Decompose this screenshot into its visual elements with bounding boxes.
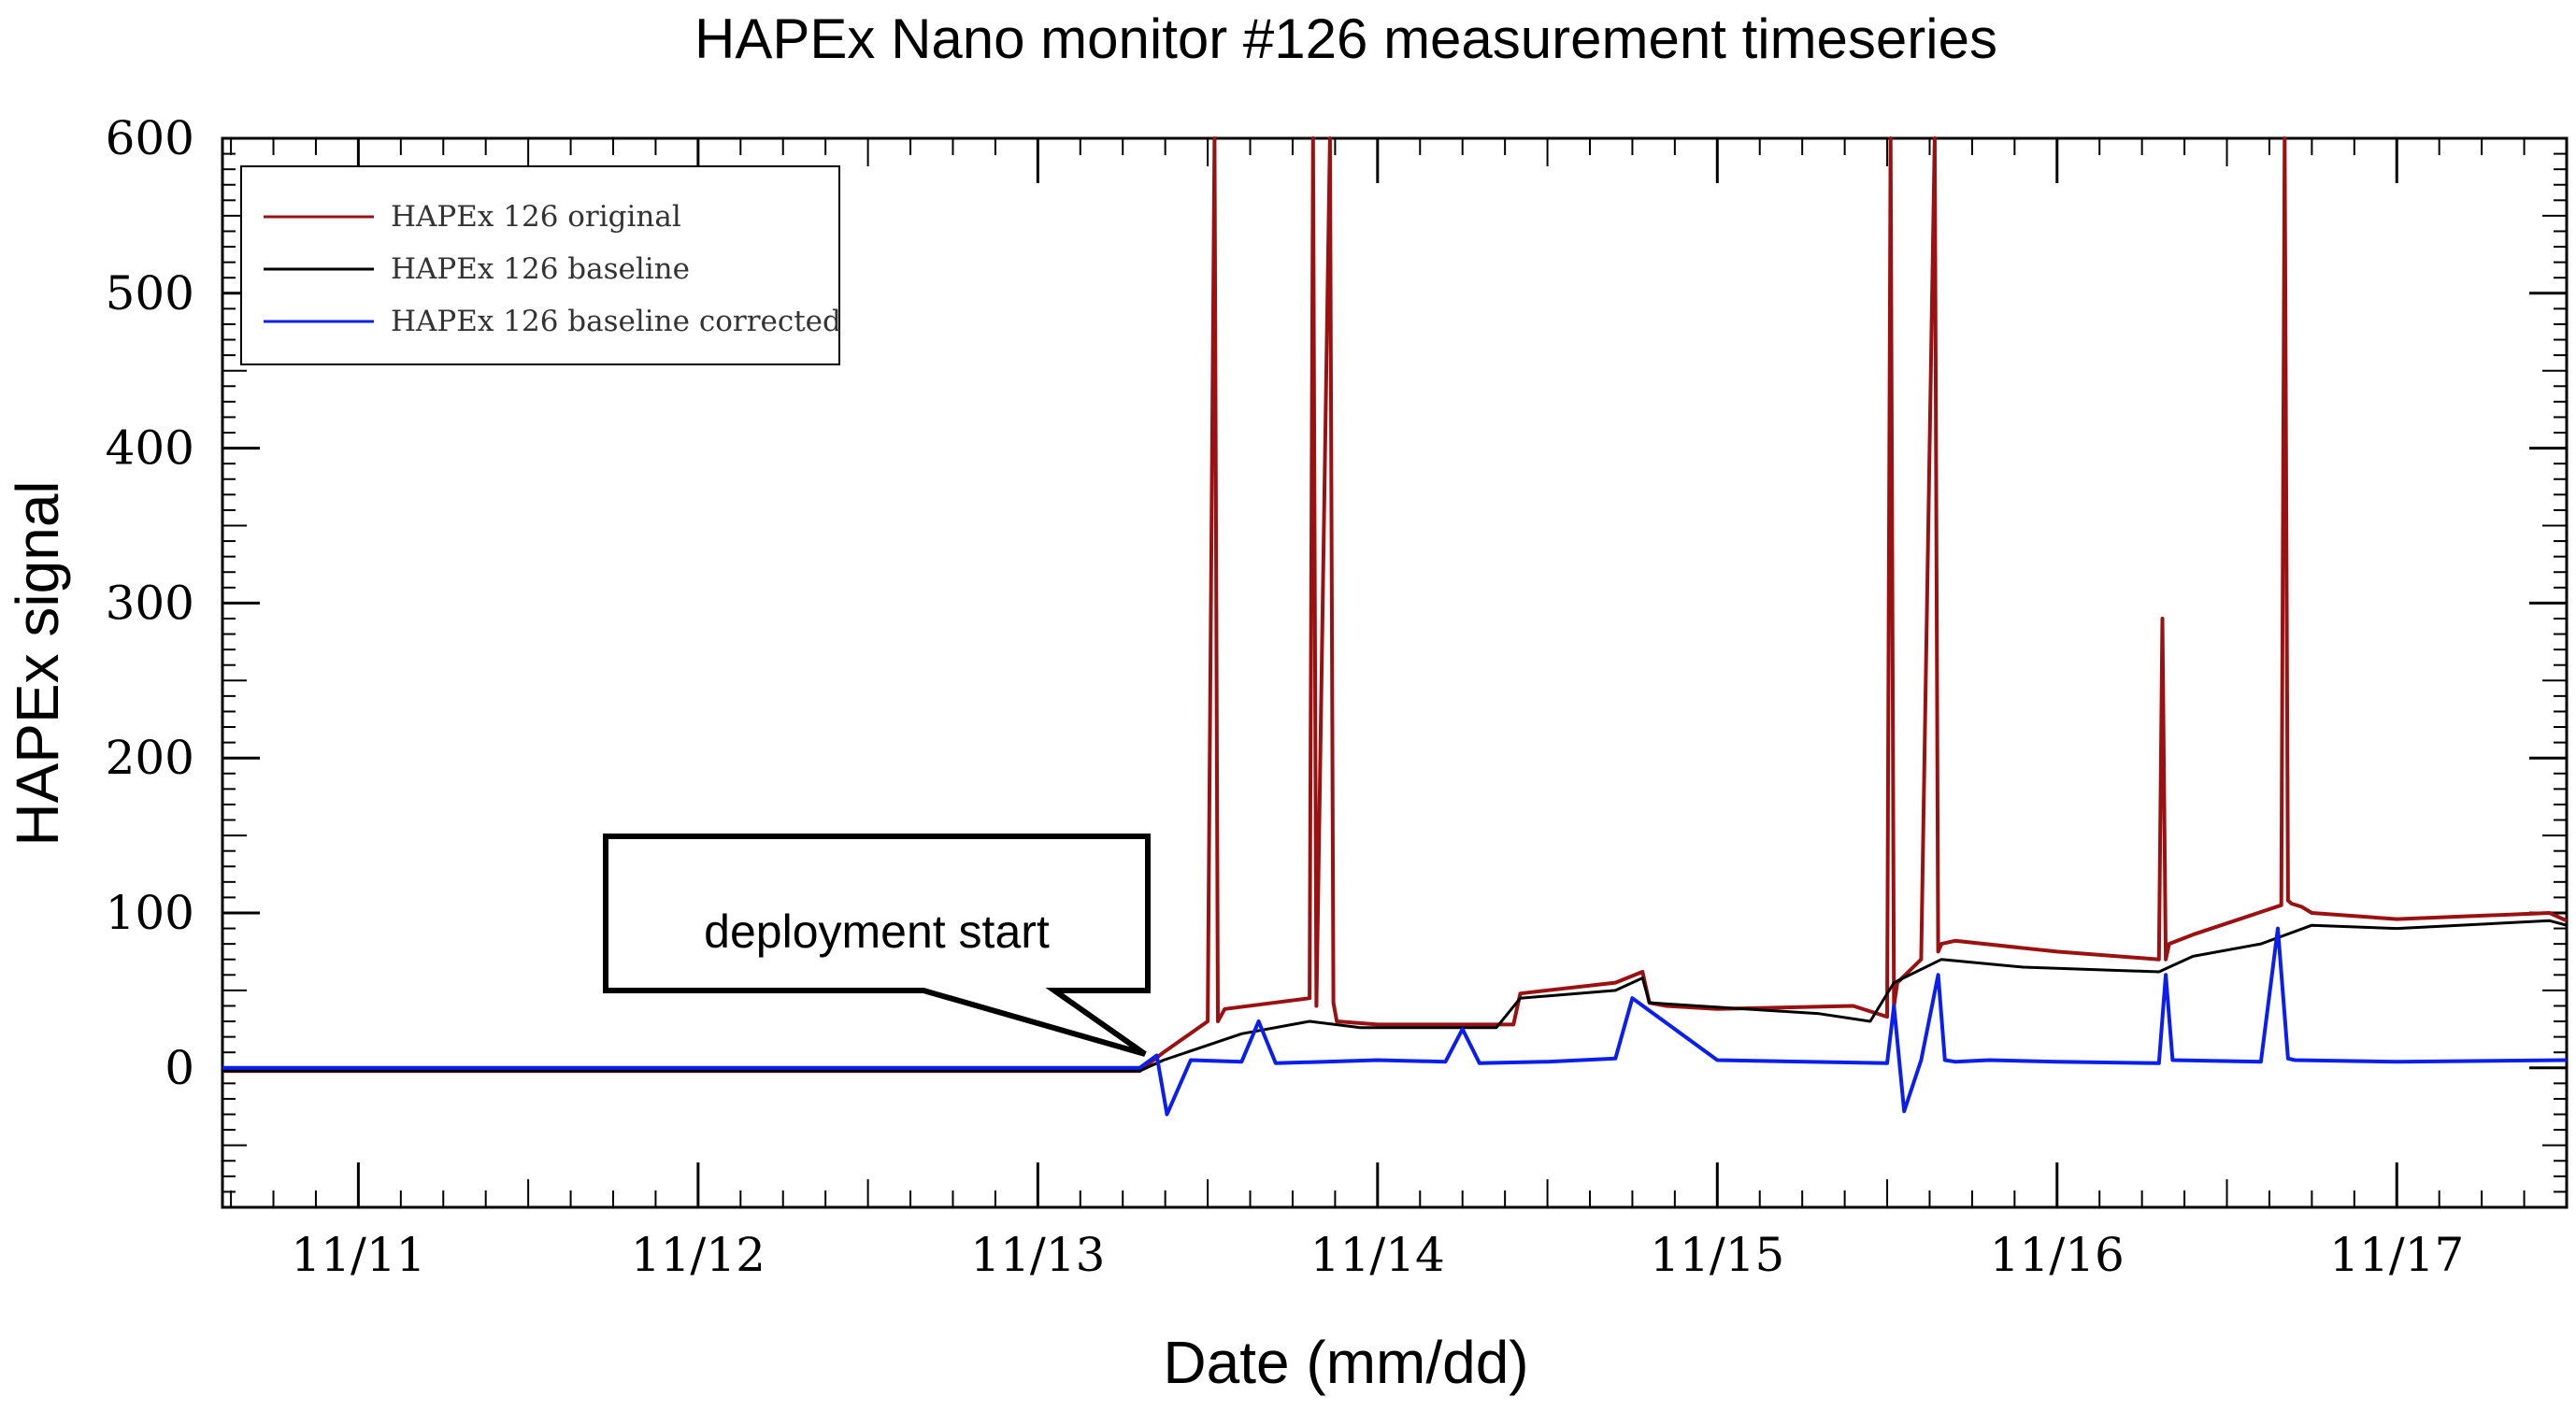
y-tick-label: 100 [106,886,194,940]
y-tick-label: 500 [106,266,194,321]
legend-label-corrected: HAPEx 126 baseline corrected [391,305,841,338]
y-tick-label: 200 [106,731,194,785]
y-tick-label: 400 [106,421,194,476]
legend-label-baseline: HAPEx 126 baseline [391,252,690,286]
x-tick-label: 11/15 [1650,1228,1784,1282]
x-tick-label: 11/17 [2329,1228,2464,1282]
annotation: deployment start [603,834,1151,1057]
x-tick-label: 11/12 [631,1228,766,1282]
x-tick-label: 11/14 [1310,1228,1445,1282]
chart-title: HAPEx Nano monitor #126 measurement time… [694,7,1997,70]
x-tick-label: 11/11 [291,1228,425,1282]
series-corrected-line [222,926,2568,1117]
series-original-line [222,136,2568,1074]
x-axis-label: Date (mm/dd) [1163,1329,1528,1396]
y-axis-label: HAPEx signal [4,480,71,846]
annotation-callout [603,834,1151,1057]
y-tick-label: 600 [106,111,194,165]
y-tick-label: 0 [165,1041,194,1095]
x-tick-label: 11/16 [1990,1228,2125,1282]
x-tick-label: 11/13 [970,1228,1105,1282]
legend-label-original: HAPEx 126 original [391,200,681,234]
legend-box [240,165,840,365]
legend: HAPEx 126 original HAPEx 126 baseline HA… [240,165,841,365]
annotation-text: deployment start [704,905,1050,958]
y-tick-label: 300 [106,576,194,630]
series-baseline-line [222,919,2568,1073]
plot-frame [221,136,2569,1209]
